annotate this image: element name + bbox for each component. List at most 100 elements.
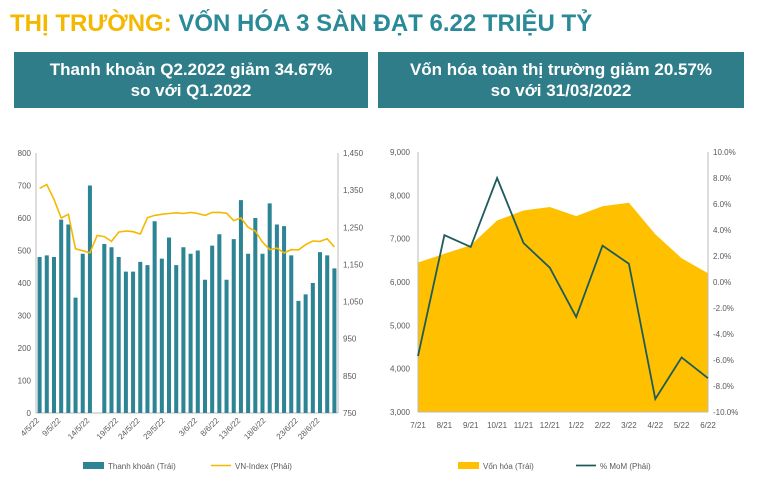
- liquidity-bar: [59, 219, 64, 413]
- left-axis-tick-label: 0: [27, 409, 32, 418]
- vn-index-line: [39, 183, 336, 254]
- right-axis-tick-label: 950: [343, 335, 357, 344]
- liquidity-bar: [51, 257, 56, 413]
- x-tick-label: 19/5/22: [95, 416, 121, 442]
- liquidity-bar: [37, 257, 42, 413]
- x-tick-label: 3/22: [621, 421, 637, 430]
- x-tick-label: 9/5/22: [40, 416, 62, 438]
- x-tick-label: 14/5/22: [66, 416, 92, 442]
- liquidity-bar: [246, 253, 251, 413]
- liquidity-bar: [123, 271, 128, 413]
- liquidity-bar: [181, 247, 186, 413]
- liquidity-chart: 0 100 200 300 400 500 600 700 800 750 850 950 1,050 1…: [18, 149, 364, 471]
- liquidity-bar: [116, 257, 121, 413]
- right-axis-tick-label: 2.0%: [713, 252, 731, 261]
- x-tick-label: 3/6/22: [177, 416, 199, 438]
- liquidity-bar: [253, 218, 258, 413]
- liquidity-bar: [289, 255, 294, 413]
- title-prefix: THỊ TRƯỜNG:: [10, 10, 172, 37]
- x-tick-label: 4/22: [647, 421, 663, 430]
- right-axis-tick-label: 1,050: [343, 298, 364, 307]
- liquidity-bar: [217, 234, 222, 413]
- right-axis-tick-label: -2.0%: [713, 304, 734, 313]
- liquidity-bar: [159, 258, 164, 413]
- legend-label-market-cap: Vốn hóa (Trái): [483, 462, 534, 471]
- market-cap-area: [418, 202, 708, 412]
- right-banner-line2: so với 31/03/2022: [490, 81, 632, 100]
- left-axis-tick-label: 6,000: [390, 278, 411, 287]
- left-axis-tick-label: 7,000: [390, 235, 411, 244]
- title-main: VỐN HÓA 3 SÀN ĐẠT 6.22 TRIỆU TỶ: [178, 10, 593, 37]
- right-axis-tick-label: 1,450: [343, 149, 364, 158]
- x-tick-label: 28/6/22: [296, 416, 322, 442]
- left-axis-tick-label: 8,000: [390, 191, 411, 200]
- left-axis-tick-label: 500: [18, 247, 32, 256]
- liquidity-bar: [131, 271, 136, 413]
- legend-swatch-liquidity: [83, 462, 104, 469]
- right-axis-tick-label: 750: [343, 409, 357, 418]
- x-tick-label: 11/21: [514, 421, 534, 430]
- left-axis-tick-label: 200: [18, 344, 32, 353]
- liquidity-bar: [167, 237, 172, 413]
- left-axis-tick-label: 700: [18, 182, 32, 191]
- liquidity-bar: [231, 239, 236, 413]
- x-tick-label: 18/6/22: [242, 416, 268, 442]
- liquidity-bar: [80, 253, 85, 413]
- liquidity-bar: [138, 261, 143, 413]
- legend-label-vn-index: VN-Index (Phải): [235, 462, 292, 471]
- liquidity-bar: [145, 265, 150, 413]
- right-axis-tick-label: -10.0%: [713, 408, 738, 417]
- legend-swatch-market-cap: [458, 462, 479, 469]
- right-axis-tick-label: -4.0%: [713, 330, 734, 339]
- x-tick-label: 23/6/22: [275, 416, 301, 442]
- left-axis-tick-label: 300: [18, 312, 32, 321]
- left-axis-tick-label: 3,000: [390, 408, 411, 417]
- x-tick-label: 7/21: [410, 421, 426, 430]
- left-axis-tick-label: 9,000: [390, 148, 411, 157]
- liquidity-bar: [188, 253, 193, 413]
- right-axis-tick-label: 4.0%: [713, 226, 731, 235]
- left-axis-tick-label: 400: [18, 279, 32, 288]
- page-title: THỊ TRƯỜNG: VỐN HÓA 3 SÀN ĐẠT 6.22 TRIỆU…: [10, 4, 592, 44]
- x-tick-label: 6/22: [700, 421, 716, 430]
- liquidity-bar: [73, 297, 78, 413]
- liquidity-bar: [109, 247, 114, 413]
- left-axis-tick-label: 600: [18, 214, 32, 223]
- liquidity-bar: [44, 255, 49, 413]
- right-banner: Vốn hóa toàn thị trường giảm 20.57% so v…: [378, 52, 744, 108]
- x-tick-label: 2/22: [595, 421, 611, 430]
- liquidity-bar: [195, 250, 200, 413]
- right-axis-tick-label: -8.0%: [713, 382, 734, 391]
- right-banner-line1: Vốn hóa toàn thị trường giảm 20.57%: [409, 60, 713, 79]
- right-axis-tick-label: -6.0%: [713, 356, 734, 365]
- x-tick-label: 10/21: [487, 421, 508, 430]
- liquidity-bar: [332, 268, 337, 413]
- liquidity-bar: [210, 245, 215, 413]
- liquidity-bar: [174, 265, 179, 413]
- liquidity-bar: [325, 255, 330, 413]
- right-axis-tick-label: 6.0%: [713, 200, 731, 209]
- x-tick-label: 1/22: [568, 421, 584, 430]
- legend-label-liquidity: Thanh khoản (Trái): [108, 462, 176, 471]
- market-cap-chart: 3,000 4,000 5,000 6,000 7,000 8,000 9,000 -10.0…: [390, 148, 738, 471]
- left-banner: Thanh khoản Q2.2022 giảm 34.67% so với Q…: [14, 52, 368, 108]
- x-tick-label: 13/6/22: [217, 416, 243, 442]
- x-tick-label: 4/5/22: [19, 416, 41, 438]
- left-axis-tick-label: 100: [18, 377, 32, 386]
- left-axis-tick-label: 800: [18, 149, 32, 158]
- left-banner-line1: Thanh khoản Q2.2022 giảm 34.67%: [49, 60, 333, 79]
- x-tick-label: 5/22: [674, 421, 690, 430]
- liquidity-bar: [202, 279, 207, 413]
- right-axis-tick-label: 1,150: [343, 260, 364, 269]
- x-tick-label: 12/21: [540, 421, 561, 430]
- x-tick-label: 29/5/22: [142, 416, 168, 442]
- right-axis-tick-label: 850: [343, 372, 357, 381]
- x-tick-label: 8/21: [437, 421, 453, 430]
- liquidity-bar: [87, 185, 92, 413]
- right-axis-tick-label: 1,350: [343, 186, 364, 195]
- liquidity-bar: [102, 244, 107, 413]
- liquidity-bar: [296, 300, 301, 413]
- x-tick-label: 9/21: [463, 421, 479, 430]
- right-axis-tick-label: 10.0%: [713, 148, 736, 157]
- liquidity-bar: [66, 224, 71, 413]
